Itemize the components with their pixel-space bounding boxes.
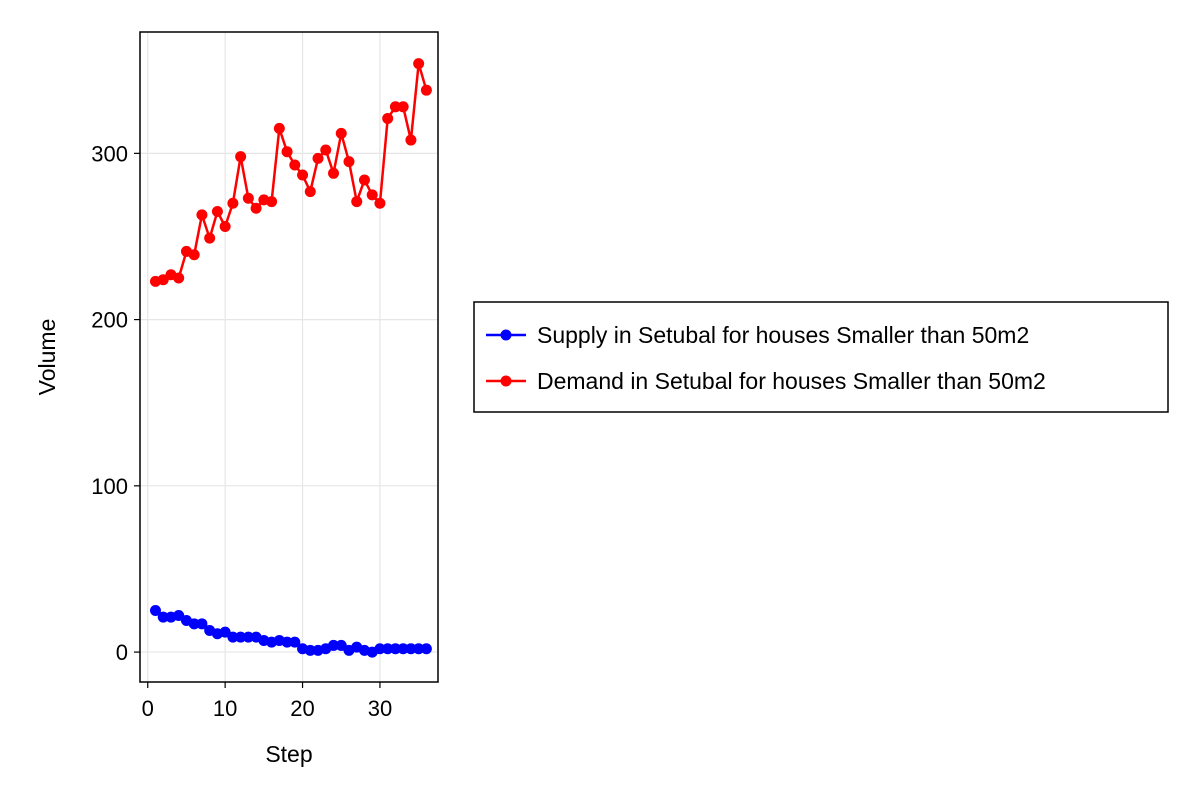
legend: Supply in Setubal for houses Smaller tha…	[473, 301, 1169, 413]
data-point	[397, 101, 409, 113]
series-layer	[149, 58, 432, 658]
data-point	[157, 611, 169, 623]
data-point	[382, 112, 394, 124]
data-point	[188, 618, 200, 630]
data-point	[235, 631, 247, 643]
data-point	[242, 631, 254, 643]
legend-marker	[500, 375, 512, 387]
data-point	[297, 169, 309, 181]
data-point	[196, 209, 208, 221]
plot-frame	[139, 31, 439, 683]
data-point	[312, 152, 324, 164]
data-point	[389, 643, 401, 655]
data-point	[351, 196, 363, 208]
data-point	[242, 192, 254, 204]
data-point	[374, 197, 386, 209]
legend-box	[473, 301, 1169, 413]
data-point	[289, 636, 301, 648]
data-point	[304, 644, 316, 656]
data-point	[227, 631, 239, 643]
data-point	[405, 643, 417, 655]
data-point	[227, 197, 239, 209]
data-point	[413, 58, 425, 70]
data-point	[328, 167, 340, 179]
data-point	[328, 639, 340, 651]
series-line	[155, 62, 428, 283]
data-point	[281, 636, 293, 648]
legend-item: Demand in Setubal for houses Smaller tha…	[486, 368, 1046, 394]
data-point	[273, 122, 285, 134]
data-point	[250, 202, 262, 214]
data-point	[304, 186, 316, 198]
data-point	[420, 643, 432, 655]
y-axis-title: Volume	[34, 319, 60, 396]
data-point	[196, 618, 208, 630]
data-point	[366, 189, 378, 201]
x-tick-label: 10	[213, 696, 237, 721]
data-point	[358, 174, 370, 186]
data-point	[173, 272, 185, 284]
data-point	[211, 206, 223, 218]
data-point	[343, 156, 355, 168]
data-point	[335, 127, 347, 139]
x-tick-label: 20	[290, 696, 314, 721]
legend-items: Supply in Setubal for houses Smaller tha…	[486, 322, 1046, 394]
data-point	[420, 84, 432, 96]
y-tick-label: 0	[116, 640, 128, 665]
series-demand	[149, 58, 432, 287]
x-axis-title: Step	[265, 741, 312, 767]
series-supply	[149, 605, 432, 658]
legend-label: Demand in Setubal for houses Smaller tha…	[537, 368, 1046, 394]
data-point	[204, 232, 216, 244]
grid-lines	[140, 32, 438, 682]
data-point	[320, 144, 332, 156]
data-point	[405, 134, 417, 146]
data-point	[289, 159, 301, 171]
y-tick-label: 300	[91, 141, 128, 166]
data-point	[397, 643, 409, 655]
data-point	[149, 605, 161, 617]
data-point	[389, 101, 401, 113]
data-point	[413, 643, 425, 655]
data-point	[219, 221, 231, 233]
data-point	[235, 151, 247, 163]
legend-item: Supply in Setubal for houses Smaller tha…	[486, 322, 1029, 348]
data-point	[188, 249, 200, 261]
y-tick-label: 100	[91, 474, 128, 499]
data-point	[281, 146, 293, 158]
legend-label: Supply in Setubal for houses Smaller tha…	[537, 322, 1029, 348]
x-tick-label: 30	[368, 696, 392, 721]
data-point	[266, 196, 278, 208]
data-point	[382, 643, 394, 655]
data-point	[374, 643, 386, 655]
y-tick-label: 200	[91, 308, 128, 333]
legend-marker	[500, 329, 512, 341]
x-tick-label: 0	[142, 696, 154, 721]
